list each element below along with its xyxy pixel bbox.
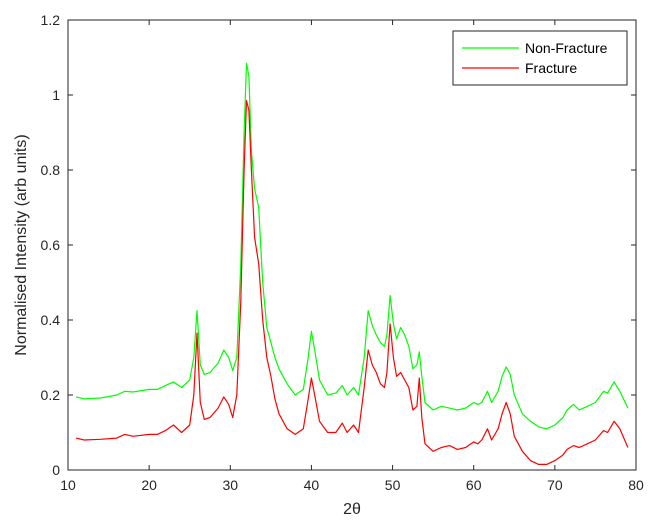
series-layer bbox=[75, 62, 629, 465]
x-tick-label: 40 bbox=[304, 477, 320, 493]
legend-box bbox=[452, 30, 628, 86]
y-tick-label: 1.2 bbox=[41, 12, 61, 28]
y-axis-label: Normalised Intensity (arb units) bbox=[13, 134, 30, 355]
x-tick-label: 80 bbox=[628, 477, 644, 493]
x-axis: 10 20 30 40 50 60 70 80 bbox=[60, 20, 644, 493]
x-tick-label: 20 bbox=[141, 477, 157, 493]
y-axis: 0 0.2 0.4 0.6 0.8 1 1.2 bbox=[41, 12, 636, 478]
legend: Non-Fracture Fracture bbox=[452, 30, 628, 86]
series-line-non-fracture bbox=[75, 62, 629, 430]
x-tick-label: 50 bbox=[385, 477, 401, 493]
y-tick-label: 0.6 bbox=[41, 237, 61, 253]
x-tick-label: 60 bbox=[466, 477, 482, 493]
x-tick-label: 10 bbox=[60, 477, 76, 493]
x-axis-label: 2θ bbox=[343, 501, 361, 518]
legend-label-non-fracture: Non-Fracture bbox=[525, 40, 608, 56]
x-tick-label: 30 bbox=[222, 477, 238, 493]
y-tick-label: 0.4 bbox=[41, 312, 61, 328]
y-tick-label: 1 bbox=[52, 87, 60, 103]
x-tick-label: 70 bbox=[547, 477, 563, 493]
plot-area bbox=[67, 19, 637, 471]
legend-label-fracture: Fracture bbox=[525, 60, 577, 76]
y-tick-label: 0 bbox=[52, 462, 60, 478]
y-tick-label: 0.2 bbox=[41, 387, 61, 403]
y-tick-label: 0.8 bbox=[41, 162, 61, 178]
series-line-fracture bbox=[75, 100, 629, 465]
